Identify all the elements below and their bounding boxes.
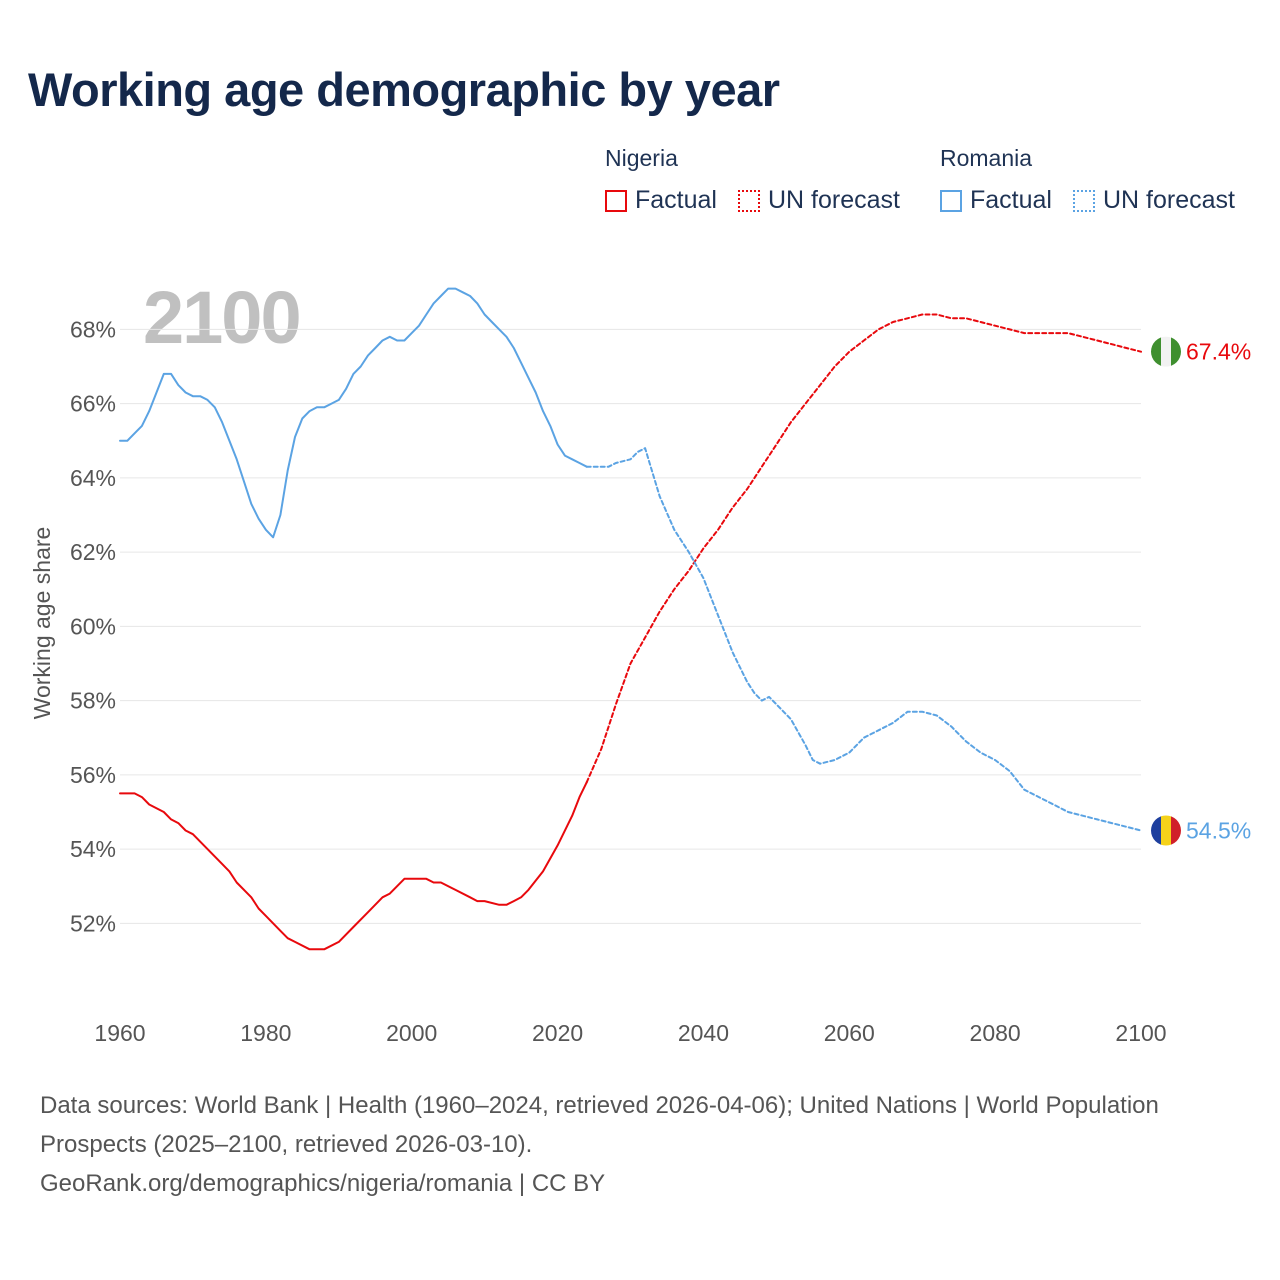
- x-tick-label: 2040: [678, 1020, 729, 1046]
- y-tick-label: 56%: [70, 762, 116, 788]
- legend-swatch-dotted-icon: [1073, 189, 1095, 212]
- y-tick-label: 52%: [70, 910, 116, 936]
- romania-flag-icon: [1151, 815, 1181, 846]
- legend-label: UN forecast: [768, 186, 900, 214]
- series-line-romania-factual: [119, 287, 588, 539]
- legend-group-romania: Romania: [940, 145, 1033, 171]
- legend-swatch-solid-icon: [605, 189, 627, 212]
- year-watermark: 2100: [143, 276, 300, 359]
- y-tick-label: 58%: [70, 688, 116, 714]
- end-label-romania: 54.5%: [1186, 818, 1251, 844]
- footer: Data sources: World Bank | Health (1960–…: [40, 1086, 1240, 1203]
- legend-group-nigeria: Nigeria: [605, 145, 678, 171]
- x-tick-label: 2080: [970, 1020, 1021, 1046]
- x-tick-label: 2060: [824, 1020, 875, 1046]
- footer-sources: Data sources: World Bank | Health (1960–…: [40, 1092, 1159, 1158]
- y-tick-label: 66%: [70, 391, 116, 417]
- legend-label: Factual: [970, 186, 1052, 214]
- legend-romania-forecast[interactable]: UN forecast: [1073, 186, 1235, 215]
- series-line-romania-forecast: [585, 447, 1142, 832]
- y-tick-label: 54%: [70, 836, 116, 862]
- x-tick-label: 2020: [532, 1020, 583, 1046]
- x-tick-label: 2100: [1115, 1020, 1166, 1046]
- series-line-nigeria-factual: [119, 781, 588, 951]
- legend-label: UN forecast: [1103, 186, 1235, 214]
- x-tick-label: 1980: [240, 1020, 291, 1046]
- legend-nigeria-factual[interactable]: Factual: [605, 186, 717, 215]
- legend-swatch-dotted-icon: [738, 189, 760, 212]
- y-tick-label: 64%: [70, 465, 116, 491]
- legend-label: Factual: [635, 186, 717, 214]
- chart-plot: 2100 52% 54% 56% 58% 60% 62% 64% 66% 68% 1960 198…: [29, 276, 1251, 1046]
- x-tick-label: 1960: [94, 1020, 145, 1046]
- legend-swatch-solid-icon: [940, 189, 962, 212]
- legend-romania-factual[interactable]: Factual: [940, 186, 1052, 215]
- legend-nigeria-forecast[interactable]: UN forecast: [738, 186, 900, 215]
- chart-title: Working age demographic by year: [28, 63, 780, 116]
- nigeria-flag-icon: [1151, 336, 1181, 367]
- x-tick-label: 2000: [386, 1020, 437, 1046]
- end-label-nigeria: 67.4%: [1186, 339, 1251, 365]
- y-tick-label: 60%: [70, 613, 116, 639]
- series-line-nigeria-forecast: [585, 313, 1142, 784]
- y-tick-label: 62%: [70, 539, 116, 565]
- y-tick-label: 68%: [70, 316, 116, 342]
- y-axis-label: Working age share: [29, 527, 55, 720]
- footer-url[interactable]: GeoRank.org/demographics/nigeria/romania…: [40, 1170, 606, 1197]
